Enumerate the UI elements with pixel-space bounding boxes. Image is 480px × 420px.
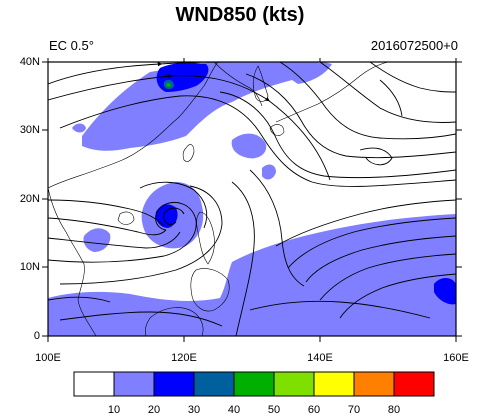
colorbar-swatch: [393, 371, 435, 397]
colorbar-label: 80: [387, 404, 401, 416]
colorbar-label: 40: [227, 404, 241, 416]
streamline-19: [287, 217, 456, 269]
shading-20kt-west: [83, 228, 111, 252]
x-tick-label: 120E: [171, 352, 197, 364]
map-title: WND850 (kts): [175, 4, 305, 26]
streamline-24: [249, 300, 431, 319]
y-tick-label: 0: [33, 330, 40, 342]
streamline-11: [48, 231, 181, 249]
shading-20kt-eastpac: [292, 62, 332, 84]
colorbar-swatch: [73, 371, 115, 397]
colorbar-label: 30: [187, 404, 201, 416]
colorbar-swatch: [313, 371, 355, 397]
streamline-20: [305, 235, 456, 283]
streamline-5: [245, 73, 456, 159]
streamline-3: [59, 95, 456, 187]
colorbar-label: 10: [107, 404, 121, 416]
colorbar-label: 50: [267, 404, 281, 416]
y-tick-label: 20N: [19, 193, 40, 205]
colorbar-label: 60: [307, 404, 321, 416]
colorbar-swatch: [113, 371, 155, 397]
streamline-17: [249, 169, 305, 287]
streamline-22: [339, 273, 456, 319]
shading-20kt-east: [262, 164, 276, 180]
coast-luzon: [196, 211, 215, 265]
y-tick-label: 10N: [19, 261, 40, 273]
streamline-10: [48, 217, 167, 236]
streamline-15: [163, 207, 185, 225]
y-tick-label: 40N: [19, 56, 40, 68]
colorbar-swatch: [193, 371, 235, 397]
streamline-18: [275, 199, 456, 247]
coast-kyushu: [269, 124, 285, 136]
coast-indochina: [48, 187, 97, 336]
streamline-9: [48, 199, 165, 227]
coast-philippines-south: [190, 268, 230, 312]
wind-speed-shading: [48, 62, 456, 336]
shading-20kt-south: [48, 214, 456, 336]
model-label: EC 0.5°: [49, 38, 94, 53]
colorbar-swatch: [153, 371, 195, 397]
streamline-13: [59, 185, 223, 285]
shading-30kt-east: [434, 278, 456, 305]
streamline-2: [48, 73, 331, 181]
streamline-25: [48, 296, 111, 303]
streamline-14: [139, 181, 208, 229]
colorbar-swatch: [353, 371, 395, 397]
streamlines: [48, 62, 456, 336]
coast-hainan: [117, 211, 135, 225]
datetime-label: 2016072500+0: [370, 38, 458, 53]
colorbar: [73, 371, 435, 397]
colorbar-label: 20: [147, 404, 161, 416]
axis-ticks: [42, 58, 462, 342]
shading-20kt-small: [72, 123, 86, 133]
streamline-7: [319, 62, 456, 123]
streamline-6: [279, 62, 456, 140]
x-tick-label: 100E: [35, 352, 61, 364]
colorbar-label: 70: [347, 404, 361, 416]
streamline-8: [369, 62, 456, 93]
colorbar-swatch: [273, 371, 315, 397]
colorbar-swatch: [233, 371, 275, 397]
streamline-21: [319, 253, 456, 301]
x-tick-label: 160E: [443, 352, 469, 364]
streamline-23: [59, 311, 223, 327]
streamline-12: [48, 202, 197, 263]
shading-20kt-mid: [231, 133, 267, 159]
y-tick-label: 30N: [19, 124, 40, 136]
shading-30kt-typhoon: [155, 204, 178, 228]
streamline-4: [219, 91, 456, 179]
streamline-27: [359, 147, 393, 166]
coast-taiwan: [182, 144, 195, 162]
streamline-26: [379, 79, 403, 117]
coast-borneo: [144, 307, 204, 336]
x-tick-label: 140E: [307, 352, 333, 364]
streamline-16: [231, 181, 255, 336]
